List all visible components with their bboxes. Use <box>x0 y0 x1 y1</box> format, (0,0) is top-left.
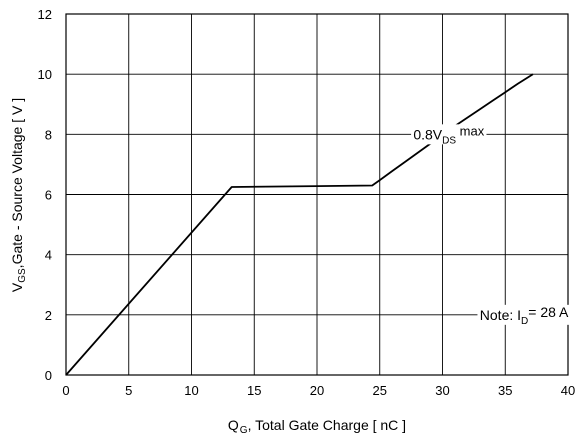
x-tick-label: 25 <box>373 383 387 398</box>
y-tick-label: 8 <box>45 127 52 142</box>
gate-charge-curve <box>65 73 534 376</box>
x-tick-label: 5 <box>125 383 132 398</box>
annotation-background <box>411 124 487 145</box>
y-axis-label: VGS,Gate - Source Voltage [ V ] <box>9 98 28 292</box>
x-tick-label: 40 <box>561 383 575 398</box>
y-tick-label: 4 <box>45 248 52 263</box>
grid-lines <box>66 14 568 375</box>
plot-frame <box>65 13 569 376</box>
x-tick-label: 15 <box>247 383 261 398</box>
x-tick-label: 30 <box>435 383 449 398</box>
annotations: 0.8VDS max Note: ID= 28 A <box>411 123 571 327</box>
x-tick-label: 10 <box>184 383 198 398</box>
annotation-vds-max: 0.8VDS max <box>413 123 484 146</box>
x-tick-label: 20 <box>310 383 324 398</box>
annotation-background <box>477 304 571 325</box>
x-axis-label: QG, Total Gate Charge [ nC ] <box>228 417 406 436</box>
annotation-note-id: Note: ID= 28 A <box>480 304 569 327</box>
x-tick-label: 0 <box>62 383 69 398</box>
series-layer <box>65 73 534 376</box>
y-tick-label: 2 <box>45 308 52 323</box>
y-tick-label: 6 <box>45 188 52 203</box>
y-tick-label: 12 <box>38 7 52 22</box>
y-tick-label: 0 <box>45 368 52 383</box>
y-tick-label: 10 <box>38 67 52 82</box>
x-tick-label: 35 <box>498 383 512 398</box>
tick-labels: 0 5 10 15 20 25 30 35 40 0 2 4 6 8 10 12 <box>38 7 576 398</box>
